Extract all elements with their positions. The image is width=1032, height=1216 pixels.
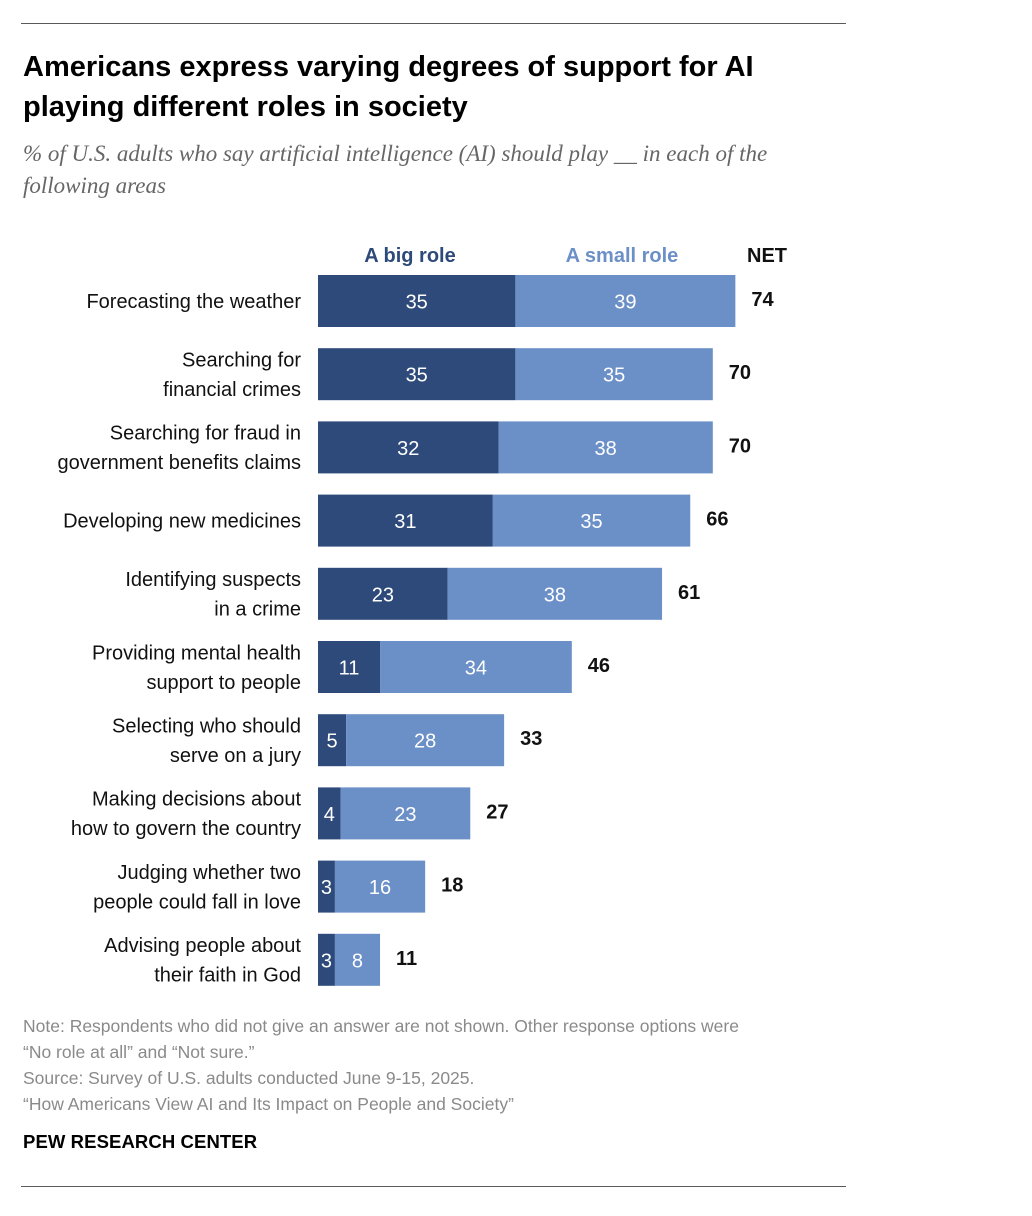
category-label: Searching for bbox=[182, 349, 301, 371]
bar-big-role bbox=[318, 567, 448, 620]
data-label-big-role: 3 bbox=[321, 950, 332, 972]
data-label-net: 33 bbox=[520, 728, 542, 750]
category-label: Judging whether two bbox=[118, 862, 301, 884]
data-label-small-role: 38 bbox=[544, 584, 566, 606]
category-label: financial crimes bbox=[163, 379, 301, 401]
legend-net: NET bbox=[747, 245, 787, 267]
bar-big-role bbox=[318, 787, 341, 840]
bar-small-role bbox=[346, 714, 505, 767]
bar-small-role bbox=[492, 494, 691, 547]
bar-big-role bbox=[318, 933, 335, 986]
data-label-small-role: 34 bbox=[465, 658, 487, 680]
bar-small-role bbox=[515, 348, 713, 401]
legend-big-role: A big role bbox=[364, 245, 455, 267]
data-label-net: 18 bbox=[441, 875, 463, 897]
bar-big-role bbox=[318, 641, 381, 693]
bar-small-role bbox=[340, 787, 471, 840]
bar-small-role bbox=[334, 933, 381, 986]
bar-big-role bbox=[318, 421, 499, 474]
category-label: Searching for fraud in bbox=[110, 423, 301, 445]
category-label: how to govern the country bbox=[71, 818, 301, 840]
data-label-small-role: 23 bbox=[394, 804, 416, 826]
data-label-big-role: 3 bbox=[321, 877, 332, 899]
data-label-net: 46 bbox=[588, 655, 610, 677]
bar-big-role bbox=[318, 714, 347, 767]
bottom-rule bbox=[21, 1186, 846, 1187]
data-label-big-role: 4 bbox=[324, 804, 335, 826]
category-label: Advising people about bbox=[104, 935, 301, 957]
bar-small-role bbox=[498, 421, 713, 474]
data-label-net: 70 bbox=[729, 435, 751, 457]
bar-small-role bbox=[380, 641, 572, 693]
note-line: Note: Respondents who did not give an an… bbox=[23, 1016, 739, 1036]
bar-small-role bbox=[334, 860, 426, 913]
data-label-net: 66 bbox=[706, 509, 728, 531]
bar-big-role bbox=[318, 860, 335, 913]
data-label-small-role: 38 bbox=[595, 438, 617, 460]
data-label-big-role: 31 bbox=[394, 511, 416, 533]
data-label-small-role: 16 bbox=[369, 877, 391, 899]
category-label: Selecting who should bbox=[112, 715, 301, 737]
bar-big-role bbox=[318, 494, 493, 547]
legend-small-role: A small role bbox=[566, 245, 679, 267]
data-label-net: 74 bbox=[751, 289, 774, 311]
chart-notes: Note: Respondents who did not give an an… bbox=[23, 1013, 853, 1117]
data-label-small-role: 8 bbox=[352, 950, 363, 972]
category-label: their faith in God bbox=[154, 965, 301, 987]
data-label-big-role: 5 bbox=[327, 731, 338, 753]
category-label: Providing mental health bbox=[92, 642, 301, 664]
source-line: Source: Survey of U.S. adults conducted … bbox=[23, 1068, 475, 1088]
chart-title: Americans express varying degrees of sup… bbox=[23, 51, 754, 123]
brand-logo-text: PEW RESEARCH CENTER bbox=[23, 1131, 258, 1152]
category-label: government benefits claims bbox=[58, 452, 301, 474]
data-label-big-role: 32 bbox=[397, 438, 419, 460]
data-label-small-role: 28 bbox=[414, 731, 436, 753]
data-label-big-role: 23 bbox=[372, 584, 394, 606]
data-label-net: 70 bbox=[729, 362, 751, 384]
bar-small-role bbox=[447, 567, 663, 620]
bar-big-role bbox=[318, 275, 516, 327]
data-label-small-role: 35 bbox=[603, 365, 625, 387]
report-title-line: “How Americans View AI and Its Impact on… bbox=[23, 1094, 514, 1114]
category-label: Forecasting the weather bbox=[86, 291, 301, 313]
top-rule bbox=[21, 23, 846, 24]
data-label-big-role: 35 bbox=[406, 292, 428, 314]
bar-small-role bbox=[515, 275, 736, 327]
chart-subtitle: % of U.S. adults who say artificial inte… bbox=[23, 141, 768, 198]
bar-big-role bbox=[318, 348, 516, 401]
category-label: serve on a jury bbox=[170, 745, 301, 767]
data-label-net: 27 bbox=[486, 801, 508, 823]
category-label: support to people bbox=[146, 672, 301, 694]
data-label-small-role: 35 bbox=[580, 511, 602, 533]
data-label-small-role: 39 bbox=[614, 292, 636, 314]
data-label-big-role: 11 bbox=[339, 658, 360, 680]
note-line: “No role at all” and “Not sure.” bbox=[23, 1042, 255, 1062]
category-label: in a crime bbox=[214, 599, 301, 621]
data-label-net: 61 bbox=[678, 582, 700, 604]
category-label: people could fall in love bbox=[93, 891, 301, 913]
stacked-bar-chart: A big role A small role NET Forecasting the… bbox=[58, 245, 787, 987]
data-label-net: 11 bbox=[396, 948, 417, 970]
category-label: Developing new medicines bbox=[63, 511, 301, 533]
data-label-big-role: 35 bbox=[406, 365, 428, 387]
category-label: Identifying suspects bbox=[125, 569, 301, 591]
category-label: Making decisions about bbox=[92, 789, 301, 811]
